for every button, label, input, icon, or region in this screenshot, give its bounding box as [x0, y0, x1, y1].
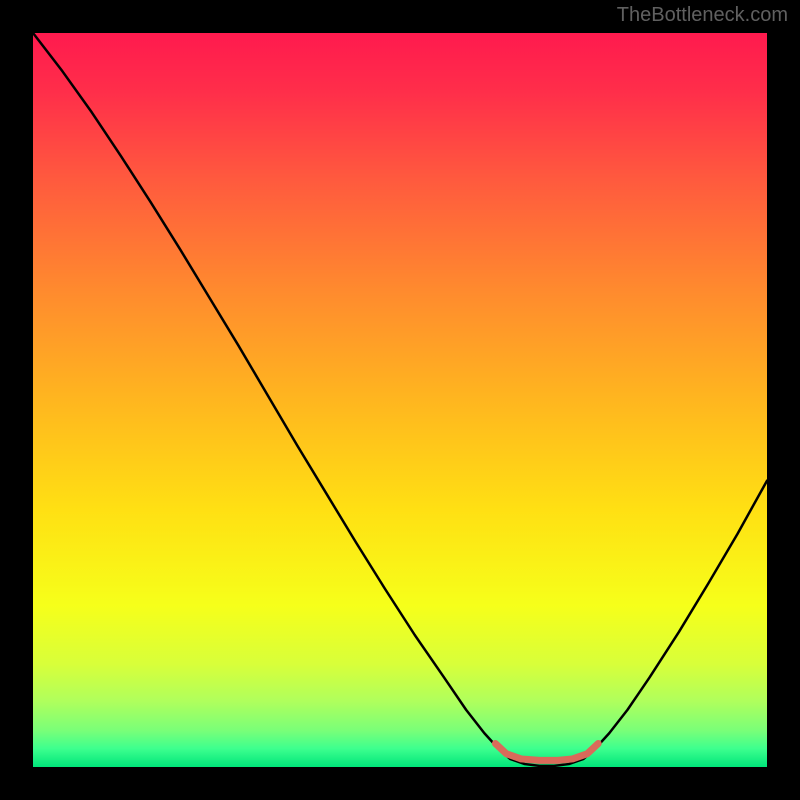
plot-curves	[33, 33, 767, 767]
valley-marker	[495, 744, 598, 761]
main-curve	[33, 33, 767, 766]
watermark-text: TheBottleneck.com	[617, 4, 788, 27]
plot-area	[33, 33, 767, 767]
